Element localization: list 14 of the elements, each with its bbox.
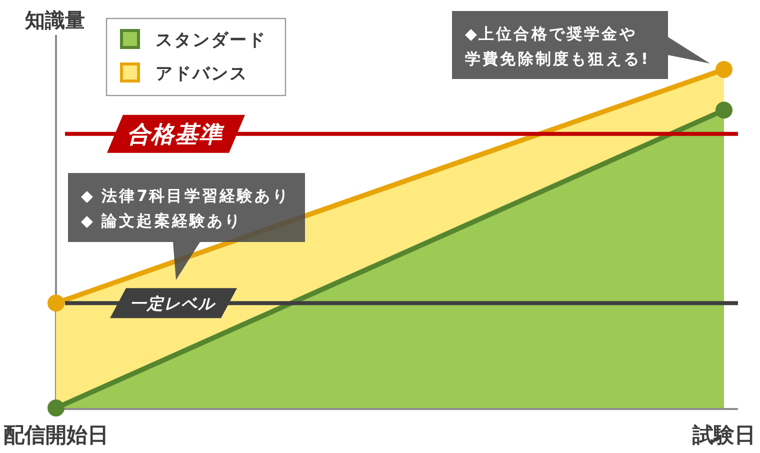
point (48, 400, 64, 416)
legend-label: アドバンス (156, 64, 248, 84)
x-tick-label: 試験日 (692, 423, 756, 447)
point (716, 102, 732, 119)
point (48, 294, 64, 312)
y-axis-title: 知識量 (24, 8, 85, 32)
x-tick-label: 配信開始日 (4, 423, 108, 447)
annotation: ◆ 法律7科目学習経験あり (81, 187, 290, 205)
ref-line-label: 一定レベル (130, 294, 216, 313)
legend-label: スタンダード (156, 30, 266, 50)
point (716, 61, 732, 78)
annotation: ◆ 論文起案経験あり (81, 211, 242, 230)
ref-line-label: 合格基準 (127, 122, 225, 148)
text: ◆上位合格で奨学金や学費免除制度も狙える! (465, 25, 650, 68)
